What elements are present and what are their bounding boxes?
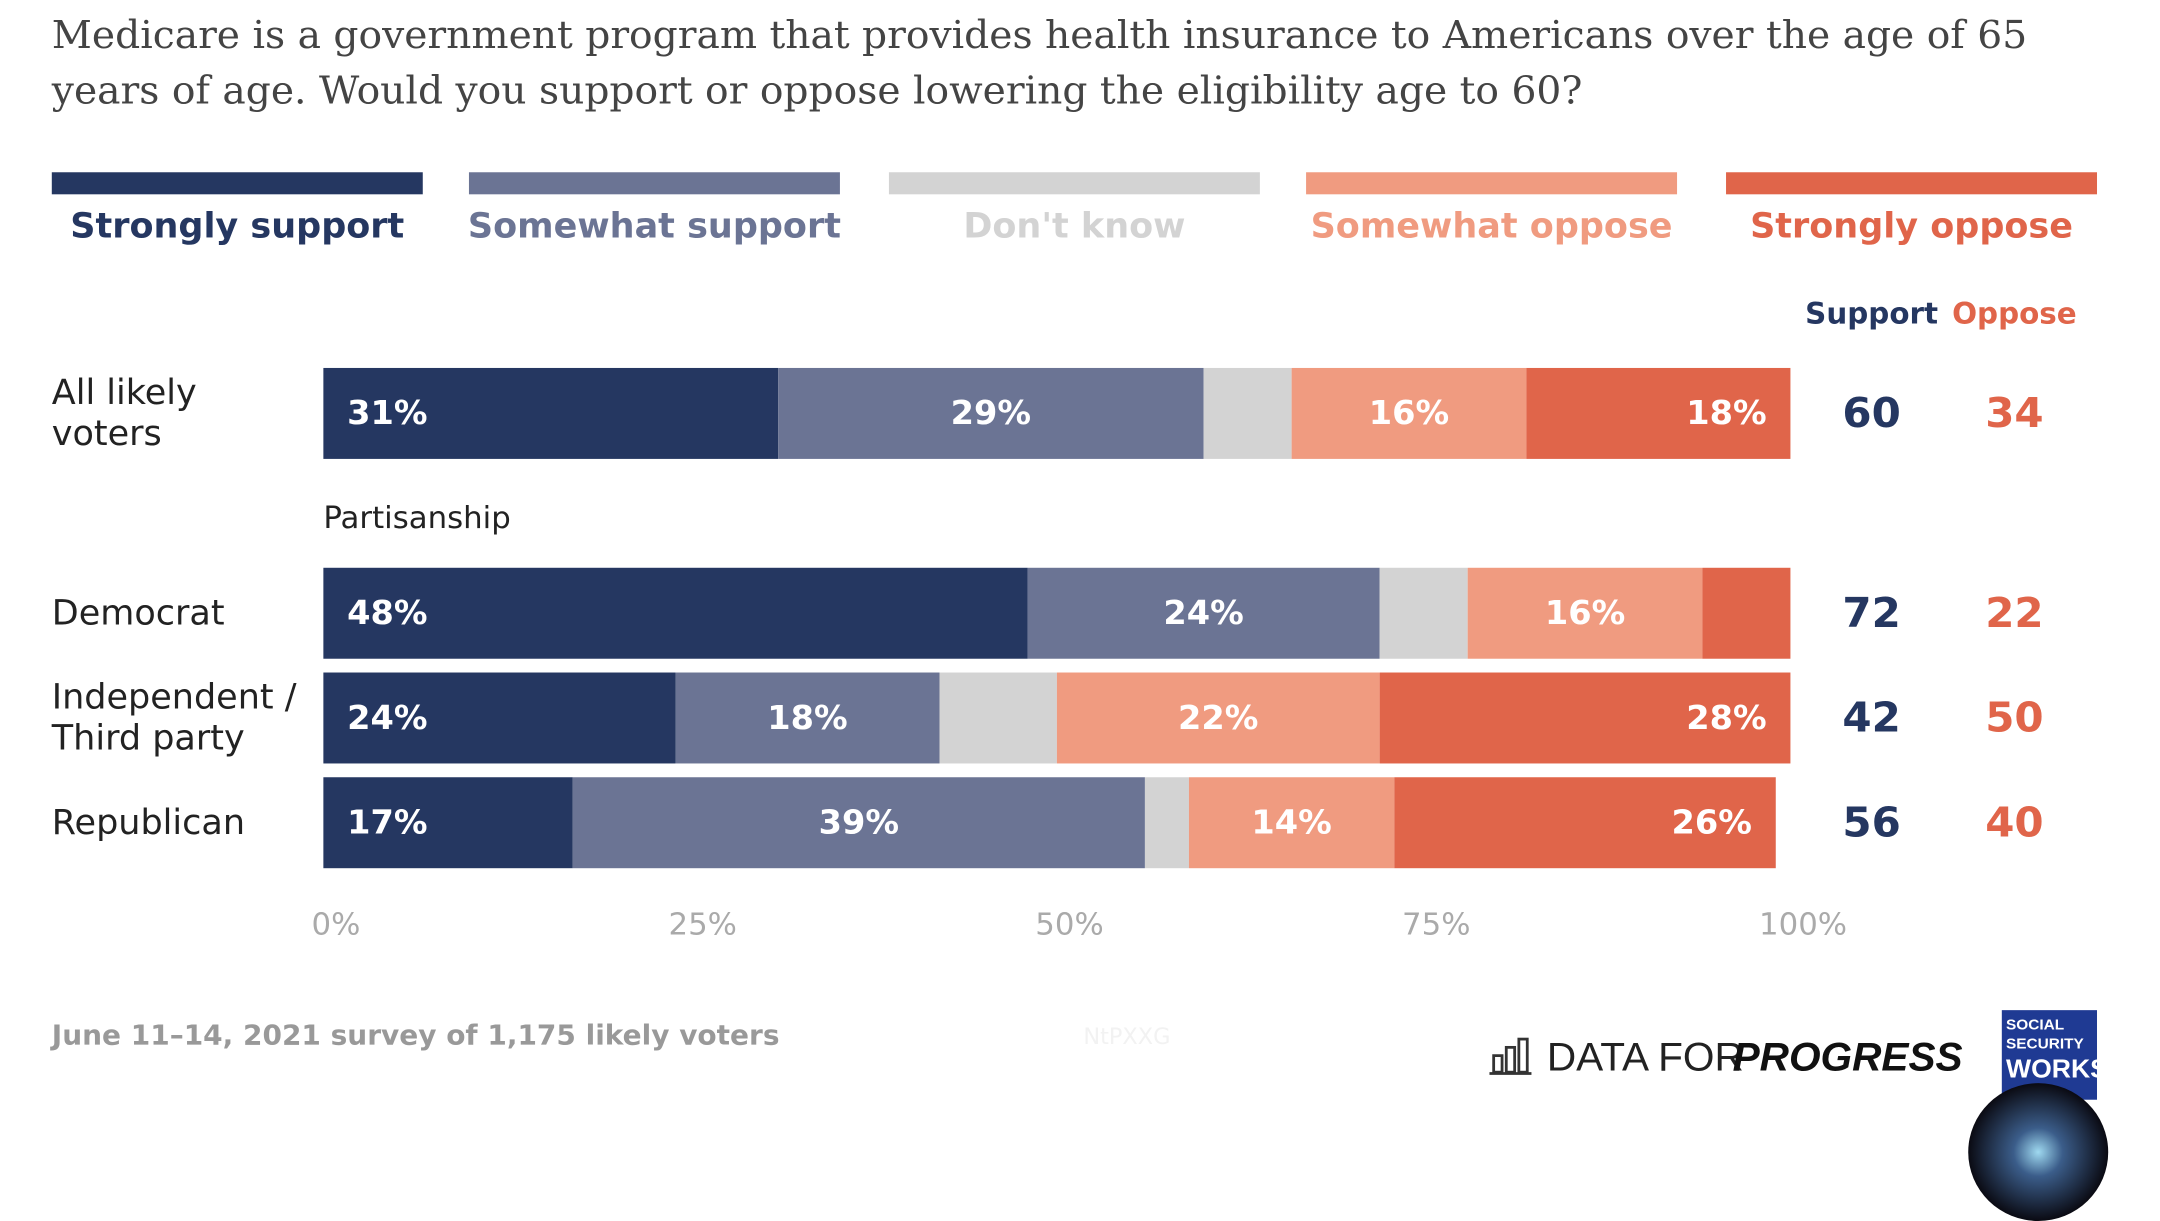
x-tick-label: 25% [669,908,737,943]
source-note: June 11–14, 2021 survey of 1,175 likely … [50,1018,780,1051]
assistant-icon[interactable] [1968,1083,2109,1221]
value-label: 22% [1178,698,1258,737]
bar-segment [572,777,1145,869]
total-value: 72 [1842,588,1900,637]
bar-segment [1188,777,1395,869]
value-label: 16% [1545,593,1625,632]
brand: DATA FOR [1547,1035,1744,1080]
legend-swatch [888,172,1260,195]
bar-segment [939,672,1057,764]
partner-logo-text: WORKS. [2006,1054,2115,1084]
x-tick-label: 0% [312,908,361,943]
x-tick-label: 100% [1759,908,1847,943]
bar-segment [1056,672,1380,764]
value-label: 26% [1672,803,1752,842]
total-value: 60 [1842,388,1900,437]
legend-label: Strongly support [70,207,404,247]
legend-label: Somewhat oppose [1311,207,1673,247]
total-value: 40 [1985,798,2043,847]
bar-segment [1379,567,1468,659]
x-tick-label: 75% [1402,908,1470,943]
legend-label: Strongly oppose [1750,207,2073,247]
bar-segment [1526,367,1791,459]
category-label: Independent / Third party [51,676,297,758]
legend-swatch [468,172,840,195]
value-label: 17% [347,803,427,842]
bar-segment [323,672,676,764]
brand-emphasis: PROGRESS [1733,1035,1963,1080]
total-value: 50 [1985,693,2043,742]
value-label: 24% [1163,593,1243,632]
legend-swatch [1306,172,1678,195]
group-label: Partisanship [323,501,510,536]
total-value: 22 [1985,588,2043,637]
bar-segment [1027,567,1380,659]
bar-segment [1379,672,1791,764]
value-label: 28% [1686,698,1766,737]
bar-segment [778,367,1204,459]
bar-segment [1702,567,1791,659]
legend-label: Don't know [963,207,1185,247]
bar-segment [675,672,940,764]
legend-swatch [51,172,423,195]
legend-swatch [1726,172,2098,195]
value-label: 18% [767,698,847,737]
value-label: 16% [1369,393,1449,432]
value-label: 18% [1686,393,1766,432]
category-label: Republican [51,802,245,843]
total-value: 34 [1985,388,2043,437]
category-label: All likely voters [51,372,197,454]
total-header: Support [1805,297,1938,331]
bar-segment [1467,567,1703,659]
bar-segment [323,367,779,459]
bar-segment [1203,367,1292,459]
value-label: 48% [347,593,427,632]
value-label: 39% [819,803,899,842]
category-label: Democrat [51,592,225,633]
value-label: 24% [347,698,427,737]
bar-segment [1144,777,1189,869]
x-tick-label: 50% [1035,908,1103,943]
bar-segment [1291,367,1527,459]
total-value: 56 [1842,798,1900,847]
bar-segment [1394,777,1776,869]
value-label: 29% [951,393,1031,432]
partner-logo-text: SOCIAL [2006,1016,2064,1033]
chart-title: Medicare is a government program that pr… [51,12,2028,114]
total-header: Oppose [1952,297,2077,331]
brand-icon [1489,1037,1532,1075]
value-label: 31% [347,393,427,432]
partner-logo-text: SECURITY [2006,1036,2084,1053]
legend-label: Somewhat support [468,207,841,247]
watermark: NtPXXG [1083,1024,1170,1050]
bar-segment [323,777,573,869]
value-label: 14% [1251,803,1331,842]
total-value: 42 [1842,693,1900,742]
bar-segment [323,567,1028,659]
